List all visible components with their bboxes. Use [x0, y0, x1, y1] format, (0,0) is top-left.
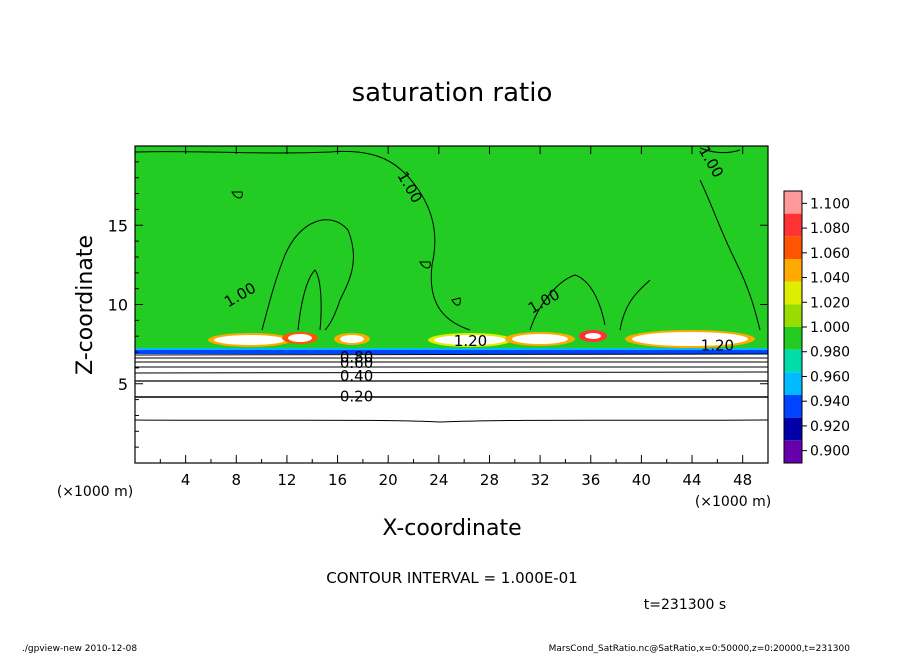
- chart-title: saturation ratio: [352, 78, 553, 108]
- colorbar-swatch: [784, 395, 802, 418]
- x-tick-label: 4: [181, 471, 191, 489]
- transition-band: [135, 350, 768, 354]
- contour-label: 0.20: [340, 387, 373, 405]
- colorbar-swatch: [784, 440, 802, 463]
- x-tick-label: 28: [480, 471, 499, 489]
- contour-lines-lower: [135, 353, 768, 423]
- x-unit-label-right: (×1000 m): [695, 494, 771, 510]
- contour-label: 0.80: [340, 348, 373, 366]
- contour-label: 1.20: [701, 337, 734, 355]
- colorbar-swatch: [784, 349, 802, 373]
- colorbar-swatch: [784, 236, 802, 259]
- colorbar-swatch: [784, 213, 802, 237]
- colorbar-swatch: [784, 281, 802, 305]
- colorbar-swatch: [784, 327, 802, 350]
- colorbar-label: 0.920: [810, 419, 850, 435]
- time-text: t=231300 s: [644, 597, 726, 613]
- colorbar-label: 0.960: [810, 369, 850, 385]
- plot-area: [135, 146, 768, 463]
- x-tick-label: 12: [277, 471, 296, 489]
- contour-label: 0.40: [340, 367, 373, 385]
- colorbar-swatch: [784, 372, 802, 395]
- transition-band-light: [135, 348, 768, 350]
- x-tick-label: 48: [733, 471, 752, 489]
- x-tick-label: 40: [632, 471, 651, 489]
- x-tick-label: 20: [379, 471, 398, 489]
- y-axis-ticks: 5 10 15: [108, 161, 768, 448]
- colorbar-label: 1.000: [810, 320, 850, 336]
- colorbar-label: 1.020: [810, 295, 850, 311]
- contour-labels: 1.001.00 1.001.001.20 1.200.800.600.400.20: [221, 143, 734, 406]
- x-tick-label: 32: [531, 471, 550, 489]
- x-unit-label-left: (×1000 m): [57, 484, 133, 500]
- footer-right: MarsCond_SatRatio.nc@SatRatio,x=0:50000,…: [549, 644, 851, 654]
- contour-label: 1.20: [454, 332, 487, 350]
- colorbar-swatch: [784, 417, 802, 441]
- colorbar-swatch: [784, 259, 802, 282]
- colorbar-label: 1.060: [810, 246, 850, 262]
- x-tick-label: 44: [682, 471, 701, 489]
- colorbar-label: 0.980: [810, 345, 850, 361]
- y-axis-title: Z-coordinate: [73, 235, 98, 375]
- x-axis-title: X-coordinate: [382, 516, 521, 541]
- colorbar: 1.100 1.080 1.060 1.040 1.020 1.000 0.980 0.960…: [783, 190, 850, 464]
- footer-left: ./gpview-new 2010-12-08: [22, 644, 137, 654]
- x-axis-ticks: 4 8 12 16 20 24 28 32 36 40 44 48: [159, 146, 752, 489]
- contour-lines-upper: [135, 147, 761, 331]
- y-tick-label: 15: [108, 216, 128, 235]
- colorbar-swatch: [784, 304, 802, 327]
- colorbar-label: 0.940: [810, 394, 850, 410]
- colorbar-label: 1.100: [810, 196, 850, 212]
- y-tick-label: 10: [108, 296, 128, 315]
- y-tick-label: 5: [118, 375, 128, 394]
- colorbar-swatch: [784, 191, 802, 214]
- contour-interval-text: CONTOUR INTERVAL = 1.000E-01: [326, 569, 577, 587]
- x-tick-label: 16: [328, 471, 347, 489]
- contour-label: 0.60: [340, 354, 373, 372]
- dry-lower-layer: [135, 351, 768, 463]
- x-tick-label: 36: [581, 471, 600, 489]
- x-tick-label: 8: [232, 471, 242, 489]
- colorbar-label: 1.080: [810, 221, 850, 237]
- x-tick-label: 24: [429, 471, 448, 489]
- colorbar-label: 0.900: [810, 444, 850, 460]
- cloud-patches: [208, 330, 755, 348]
- colorbar-label: 1.040: [810, 271, 850, 287]
